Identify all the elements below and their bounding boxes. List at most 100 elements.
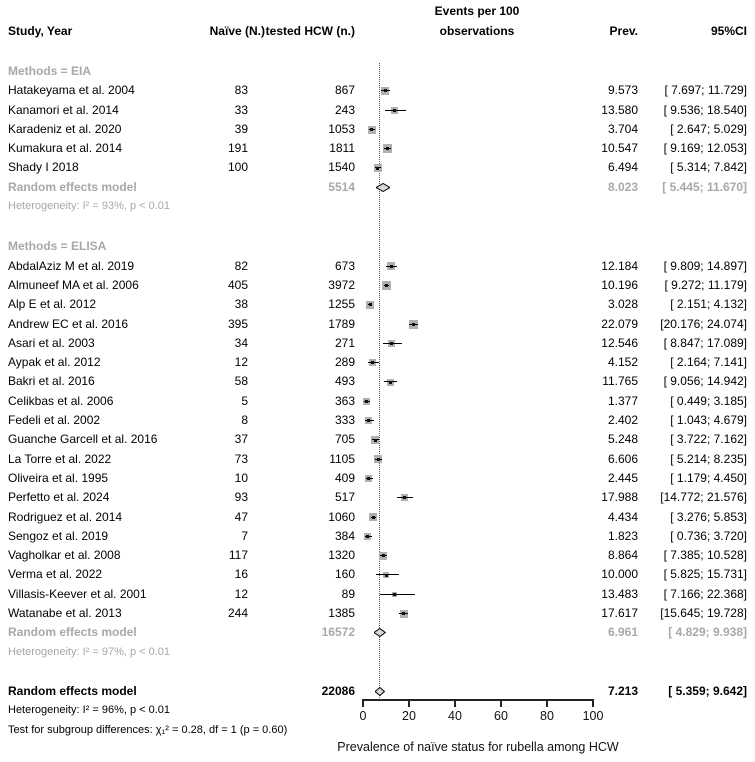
- reference-dotted-line: [379, 63, 380, 700]
- confidence-interval: [ 1.043; 4.679]: [670, 413, 747, 428]
- x-axis-tick-label: 80: [540, 709, 554, 723]
- study-name: Vagholkar et al. 2008: [8, 548, 121, 563]
- point-estimate-dot: [385, 147, 389, 151]
- naive-count: 244: [227, 606, 248, 621]
- naive-count: 12: [234, 355, 248, 370]
- study-row: Bakri et al. 2016 58 493 11.765 [ 9.056; 14.…: [0, 372, 755, 391]
- tested-count: 1385: [328, 606, 355, 621]
- effect-measure-header-line1: Events per 100: [434, 4, 520, 18]
- heterogeneity-row: Heterogeneity: I² = 97%, p < 0.01: [0, 643, 755, 662]
- naive-count: 7: [241, 528, 248, 543]
- study-row: AbdalAziz M et al. 2019 82 673 12.184 [ 9.80…: [0, 257, 755, 276]
- x-axis-tick-label: 60: [494, 709, 508, 723]
- column-header-ci: 95%CI: [710, 24, 747, 38]
- point-estimate-dot: [376, 457, 380, 461]
- prevalence-value: 4.152: [607, 355, 638, 370]
- x-axis-title: Prevalence of naïve status for rubella a…: [337, 740, 619, 754]
- confidence-interval: [14.772; 21.576]: [660, 490, 747, 505]
- tested-count: 409: [334, 470, 355, 485]
- study-row: Asari et al. 2003 34 271 12.546 [ 8.847; 17.…: [0, 334, 755, 353]
- prevalence-value: 8.864: [607, 548, 638, 563]
- prevalence-value: 1.823: [607, 528, 638, 543]
- column-header-study: Study, Year: [8, 24, 73, 38]
- ci-whisker: [376, 574, 400, 576]
- study-row: Alp E et al. 2012 38 1255 3.028 [ 2.151; 4.1…: [0, 295, 755, 314]
- forest-rows: Methods = EIA Hatakeyama et al. 2004 83 867…: [0, 62, 755, 740]
- overall-heterogeneity-row: Heterogeneity: I² = 96%, p < 0.01: [0, 701, 755, 720]
- study-name: Kumakura et al. 2014: [8, 141, 123, 156]
- study-row: Vagholkar et al. 2008 117 1320 8.864 [ 7.385…: [0, 546, 755, 565]
- x-axis-tick: [408, 699, 410, 707]
- summary-tested-count: 5514: [328, 179, 355, 194]
- point-estimate-dot: [402, 496, 406, 500]
- confidence-interval: [ 2.151; 4.132]: [670, 297, 747, 312]
- naive-count: 82: [234, 258, 248, 273]
- study-name: Asari et al. 2003: [8, 335, 95, 350]
- tested-count: 363: [334, 393, 355, 408]
- naive-count: 405: [227, 277, 248, 292]
- spacer-row: [0, 216, 755, 237]
- tested-count: 1255: [328, 297, 355, 312]
- x-axis-tick-label: 20: [402, 709, 416, 723]
- heterogeneity-row: Heterogeneity: I² = 93%, p < 0.01: [0, 197, 755, 216]
- confidence-interval: [ 9.272; 11.179]: [664, 277, 747, 292]
- tested-count: 160: [334, 567, 355, 582]
- overall-confidence-interval: [ 5.359; 9.642]: [668, 683, 747, 698]
- tested-count: 493: [334, 374, 355, 389]
- point-estimate-dot: [371, 515, 375, 519]
- tested-count: 867: [334, 83, 355, 98]
- tested-count: 705: [334, 432, 355, 447]
- study-row: Villasis-Keever et al. 2001 12 89 13.483 [ 7…: [0, 585, 755, 604]
- prevalence-value: 10.196: [601, 277, 638, 292]
- point-estimate-dot: [390, 342, 394, 346]
- subgroup-test-row: Test for subgroup differences: χ₁² = 0.2…: [0, 721, 755, 740]
- confidence-interval: [ 8.847; 17.089]: [663, 335, 747, 350]
- confidence-interval: [ 2.647; 5.029]: [670, 121, 747, 136]
- prevalence-value: 12.184: [601, 258, 638, 273]
- confidence-interval: [ 9.809; 14.897]: [663, 258, 747, 273]
- prevalence-value: 22.079: [601, 316, 638, 331]
- study-row: Hatakeyama et al. 2004 83 867 9.573 [ 7.697;…: [0, 81, 755, 100]
- study-row: Rodriguez et al. 2014 47 1060 4.434 [ 3.276;…: [0, 508, 755, 527]
- point-estimate-dot: [376, 166, 380, 170]
- prevalence-value: 1.377: [607, 393, 638, 408]
- study-row: Oliveira et al. 1995 10 409 2.445 [ 1.179; 4…: [0, 469, 755, 488]
- group-label: Methods = EIA: [8, 64, 92, 78]
- prevalence-value: 17.617: [601, 606, 638, 621]
- tested-count: 1811: [329, 141, 355, 156]
- point-estimate-dot: [392, 108, 396, 112]
- tested-count: 89: [341, 586, 355, 601]
- confidence-interval: [ 9.169; 12.053]: [663, 141, 747, 156]
- x-axis-line: [363, 699, 594, 701]
- overall-label: Random effects model: [8, 683, 137, 698]
- prevalence-value: 2.445: [607, 470, 638, 485]
- confidence-interval: [ 7.697; 11.729]: [664, 83, 747, 98]
- group-label: Methods = ELISA: [8, 239, 107, 254]
- summary-tested-count: 16572: [321, 625, 355, 640]
- naive-count: 37: [234, 432, 248, 447]
- study-row: La Torre et al. 2022 73 1105 6.606 [ 5.214; …: [0, 450, 755, 469]
- point-estimate-dot: [385, 284, 388, 288]
- point-estimate-dot: [412, 322, 416, 326]
- confidence-interval: [ 3.722; 7.162]: [670, 432, 747, 447]
- tested-count: 271: [334, 335, 355, 350]
- confidence-interval: [ 2.164; 7.141]: [670, 355, 747, 370]
- study-name: Oliveira et al. 1995: [8, 470, 109, 485]
- prevalence-value: 9.573: [607, 83, 638, 98]
- summary-diamond-icon: [375, 687, 386, 696]
- tested-count: 673: [334, 258, 355, 273]
- tested-count: 384: [334, 528, 355, 543]
- study-name: Sengoz et al. 2019: [8, 528, 109, 543]
- overall-heterogeneity-note: Heterogeneity: I² = 96%, p < 0.01: [8, 704, 171, 717]
- study-row: Watanabe et al. 2013 244 1385 17.617 [15.645…: [0, 604, 755, 623]
- confidence-interval: [ 7.385; 10.528]: [663, 548, 747, 563]
- confidence-interval: [ 1.179; 4.450]: [670, 470, 747, 485]
- study-name: Fedeli et al. 2002: [8, 413, 101, 428]
- overall-tested-count: 22086: [321, 683, 355, 698]
- column-header-prevalence: Prev.: [609, 24, 638, 38]
- effect-measure-header-line2: observations: [439, 24, 515, 38]
- summary-prevalence: 8.023: [607, 179, 638, 194]
- study-row: Andrew EC et al. 2016 395 1789 22.079 [20.17…: [0, 315, 755, 334]
- prevalence-value: 10.547: [601, 141, 638, 156]
- summary-prevalence: 6.961: [607, 625, 638, 640]
